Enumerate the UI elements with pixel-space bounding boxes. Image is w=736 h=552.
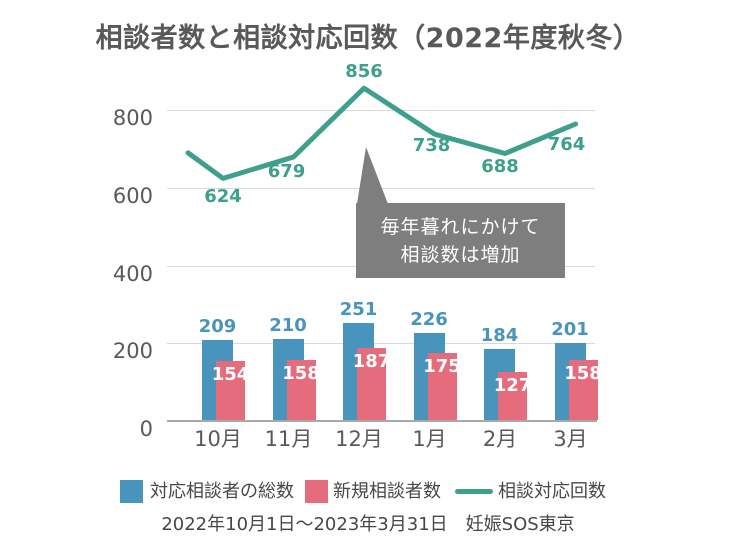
consultation-count-line <box>185 85 578 181</box>
x-label-2: 12月 <box>335 427 383 451</box>
bar-new-label-2: 187 <box>352 351 391 373</box>
annotation-text-line1: 毎年暮れにかけて <box>380 215 541 238</box>
y-tick-label-600: 600 <box>112 183 153 208</box>
bar-total-label-3: 226 <box>410 309 448 331</box>
x-label-3: 1月 <box>412 427 447 451</box>
x-label-1: 11月 <box>264 427 313 451</box>
legend-label-total-consultees: 対応相談者の総数 <box>150 481 294 502</box>
legend-swatch-new-consultees <box>305 480 328 503</box>
y-tick-label-200: 200 <box>112 339 153 364</box>
bar-new-label-1: 158 <box>282 362 320 384</box>
annotation-callout: 毎年暮れにかけて 相談数は増加 <box>356 203 565 278</box>
line-label-0: 624 <box>204 186 242 208</box>
legend-label-response-count: 相談対応回数 <box>498 481 606 502</box>
bar-new-2 <box>357 348 386 420</box>
x-label-0: 10月 <box>194 427 242 451</box>
chart-title: 相談者数と相談対応回数（2022年度秋冬） <box>95 23 641 54</box>
y-tick-label-400: 400 <box>112 261 153 286</box>
bar-new-label-3: 175 <box>423 355 461 377</box>
gridline-800 <box>167 110 595 111</box>
x-label-5: 3月 <box>553 427 588 451</box>
line-label-1: 679 <box>267 161 306 183</box>
bar-new-5 <box>568 359 598 420</box>
legend-label-new-consultees: 新規相談者数 <box>333 481 441 502</box>
y-tick-label-0: 0 <box>139 417 153 441</box>
bar-new-label-4: 127 <box>493 374 532 396</box>
bar-new-4 <box>498 371 527 420</box>
date-range-caption: 2022年10月1日～2023年3月31日 妊娠SOS東京 <box>161 514 575 535</box>
x-axis-line <box>167 420 597 422</box>
gridline-200 <box>167 343 595 345</box>
bar-total-label-4: 184 <box>480 325 519 347</box>
bar-new-0 <box>216 361 245 420</box>
annotation-pointer-icon <box>357 147 388 204</box>
line-label-4: 688 <box>481 155 519 177</box>
bar-new-1 <box>286 359 316 420</box>
bar-total-label-5: 201 <box>551 318 589 340</box>
legend-swatch-total-consultees <box>120 480 143 503</box>
bar-new-label-0: 154 <box>211 364 250 386</box>
line-label-5: 764 <box>547 133 586 155</box>
line-label-2: 856 <box>345 61 383 83</box>
x-label-4: 2月 <box>482 427 518 451</box>
annotation-text-line2: 相談数は増加 <box>400 243 521 266</box>
line-label-3: 738 <box>412 135 451 157</box>
bar-total-label-2: 251 <box>339 299 378 321</box>
bar-new-3 <box>427 352 457 420</box>
y-tick-label-800: 800 <box>112 106 153 130</box>
bar-new-label-5: 158 <box>564 362 602 384</box>
legend-swatch-response-count-line <box>455 489 493 494</box>
bar-total-label-1: 210 <box>269 315 307 337</box>
bar-total-label-0: 209 <box>198 315 237 337</box>
